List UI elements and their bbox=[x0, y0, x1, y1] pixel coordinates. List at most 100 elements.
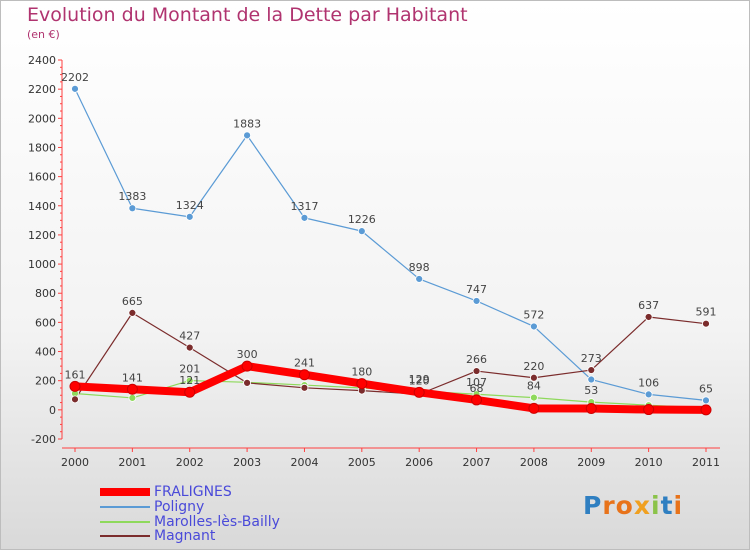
data-point bbox=[71, 395, 79, 404]
x-tick-label: 2005 bbox=[348, 456, 376, 469]
data-point bbox=[69, 380, 81, 392]
data-point bbox=[185, 376, 194, 385]
data-label: 266 bbox=[466, 353, 487, 366]
y-tick-label: 1800 bbox=[28, 141, 56, 154]
legend-label-magnant: Magnant bbox=[154, 528, 216, 544]
legend-item-marolles: Marolles-lès-Bailly bbox=[100, 515, 280, 529]
x-tick-label: 2003 bbox=[233, 456, 261, 469]
data-point bbox=[357, 227, 366, 236]
data-point bbox=[702, 319, 710, 328]
data-label: 141 bbox=[122, 371, 143, 384]
x-tick-label: 2009 bbox=[577, 456, 605, 469]
y-tick-label: 400 bbox=[35, 346, 56, 359]
legend-item-poligny: Poligny bbox=[100, 500, 204, 514]
data-label: 65 bbox=[699, 382, 713, 395]
data-label: 427 bbox=[179, 330, 200, 343]
x-tick-label: 2000 bbox=[61, 456, 89, 469]
data-label: 106 bbox=[638, 376, 659, 389]
data-point bbox=[530, 322, 538, 331]
chart-title: Evolution du Montant de la Dette par Hab… bbox=[27, 4, 468, 26]
data-label: 121 bbox=[179, 374, 200, 387]
data-point bbox=[644, 390, 653, 399]
y-tick-label: 2000 bbox=[28, 112, 56, 125]
data-label: 53 bbox=[584, 384, 598, 397]
x-tick-label: 2002 bbox=[176, 456, 204, 469]
legend-label-marolles: Marolles-lès-Bailly bbox=[154, 514, 280, 530]
y-tick-label: 2400 bbox=[28, 54, 56, 67]
data-label: 2202 bbox=[61, 71, 89, 84]
series-line-magnant bbox=[74, 312, 707, 400]
data-point bbox=[585, 403, 597, 415]
y-tick-label: 1200 bbox=[28, 229, 56, 242]
y-tick-label: 1400 bbox=[28, 200, 56, 213]
data-label: 241 bbox=[294, 357, 315, 370]
data-point bbox=[471, 394, 483, 406]
data-point bbox=[413, 386, 425, 398]
data-point bbox=[185, 212, 194, 221]
proxiti-logo: Proxiti bbox=[583, 491, 684, 520]
x-tick-label: 2008 bbox=[520, 456, 548, 469]
x-tick-label: 2004 bbox=[290, 456, 318, 469]
x-tick-label: 2010 bbox=[635, 456, 663, 469]
data-point bbox=[300, 383, 309, 392]
data-point bbox=[185, 343, 194, 352]
data-label: 84 bbox=[527, 380, 541, 393]
data-point bbox=[472, 367, 481, 375]
data-label: 637 bbox=[638, 299, 659, 312]
data-label: 1317 bbox=[290, 200, 318, 213]
data-point bbox=[528, 402, 540, 414]
legend-label-poligny: Poligny bbox=[154, 499, 205, 515]
data-label: 120 bbox=[409, 374, 430, 387]
data-label: 1883 bbox=[233, 117, 261, 130]
data-label: 747 bbox=[466, 283, 487, 296]
data-point bbox=[184, 386, 196, 398]
data-label: 1324 bbox=[176, 199, 204, 212]
y-tick-label: 800 bbox=[35, 287, 56, 300]
series-line-poligny bbox=[74, 88, 707, 401]
data-label: 68 bbox=[470, 382, 484, 395]
data-label: 591 bbox=[696, 306, 717, 319]
data-label: 898 bbox=[409, 261, 430, 274]
data-label: 201 bbox=[179, 363, 200, 376]
y-tick-label: 200 bbox=[35, 375, 56, 388]
legend-item-fralignes: FRALIGNES bbox=[100, 485, 232, 499]
legend-swatch-marolles bbox=[100, 521, 150, 523]
data-point bbox=[243, 378, 251, 387]
data-point bbox=[300, 213, 309, 222]
legend-swatch-fralignes bbox=[100, 488, 150, 496]
data-label: 161 bbox=[65, 368, 86, 381]
data-point bbox=[128, 309, 137, 317]
legend-item-magnant: Magnant bbox=[100, 529, 215, 543]
legend-swatch-magnant bbox=[100, 535, 150, 537]
data-label: 300 bbox=[237, 348, 258, 361]
x-tick-label: 2007 bbox=[463, 456, 491, 469]
data-point bbox=[71, 84, 79, 93]
data-point bbox=[587, 375, 596, 384]
data-point bbox=[530, 373, 538, 382]
x-tick-label: 2001 bbox=[118, 456, 146, 469]
data-label: 180 bbox=[351, 366, 372, 379]
data-label: 665 bbox=[122, 295, 143, 308]
y-tick-label: 1000 bbox=[28, 258, 56, 271]
data-label: 1226 bbox=[348, 213, 376, 226]
data-label: 107 bbox=[466, 376, 487, 389]
data-point bbox=[241, 360, 253, 372]
data-point bbox=[415, 275, 424, 283]
y-tick-label: 1600 bbox=[28, 171, 56, 184]
data-label: 129 bbox=[409, 373, 430, 386]
data-point bbox=[643, 404, 655, 416]
y-tick-label: -200 bbox=[31, 433, 56, 446]
legend-swatch-poligny bbox=[100, 506, 150, 508]
data-point bbox=[700, 404, 712, 416]
data-point bbox=[298, 369, 310, 381]
data-point bbox=[126, 383, 138, 395]
data-point bbox=[243, 131, 251, 140]
data-point bbox=[530, 393, 538, 402]
data-point bbox=[356, 378, 368, 390]
x-tick-label: 2011 bbox=[692, 456, 720, 469]
y-tick-label: 600 bbox=[35, 316, 56, 329]
data-label: 572 bbox=[523, 308, 544, 321]
series-line-fralignes bbox=[71, 362, 710, 414]
y-tick-label: 0 bbox=[49, 404, 56, 417]
